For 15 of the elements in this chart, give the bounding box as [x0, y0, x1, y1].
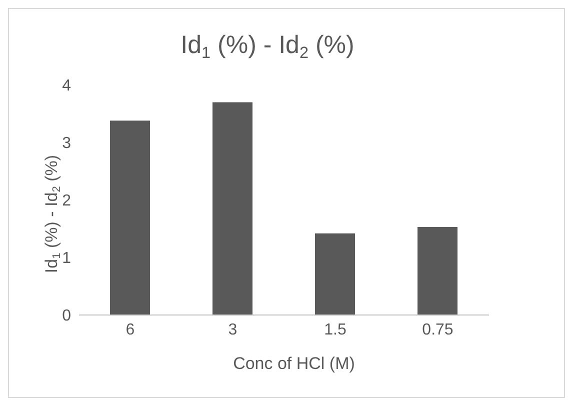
x-tick-label: 1.5 [324, 321, 346, 338]
y-tick-label: 3 [62, 135, 72, 152]
y-tick-label: 1 [62, 250, 72, 268]
bar [110, 120, 150, 315]
x-tick-label: 0.75 [422, 321, 454, 338]
y-tick-label: 2 [62, 192, 72, 210]
bar [315, 233, 355, 315]
y-tick-label: 4 [62, 78, 72, 95]
y-tick-label: 0 [62, 308, 72, 325]
x-tick-label: 3 [228, 321, 238, 338]
bar [418, 227, 458, 315]
chart-title: Id$_{1}$ (%) - Id$_{2}$ (%) [180, 31, 354, 62]
x-axis-title: Conc of HCl (M) [232, 354, 356, 374]
x-tick-label: 6 [126, 321, 135, 338]
bar [212, 102, 252, 315]
